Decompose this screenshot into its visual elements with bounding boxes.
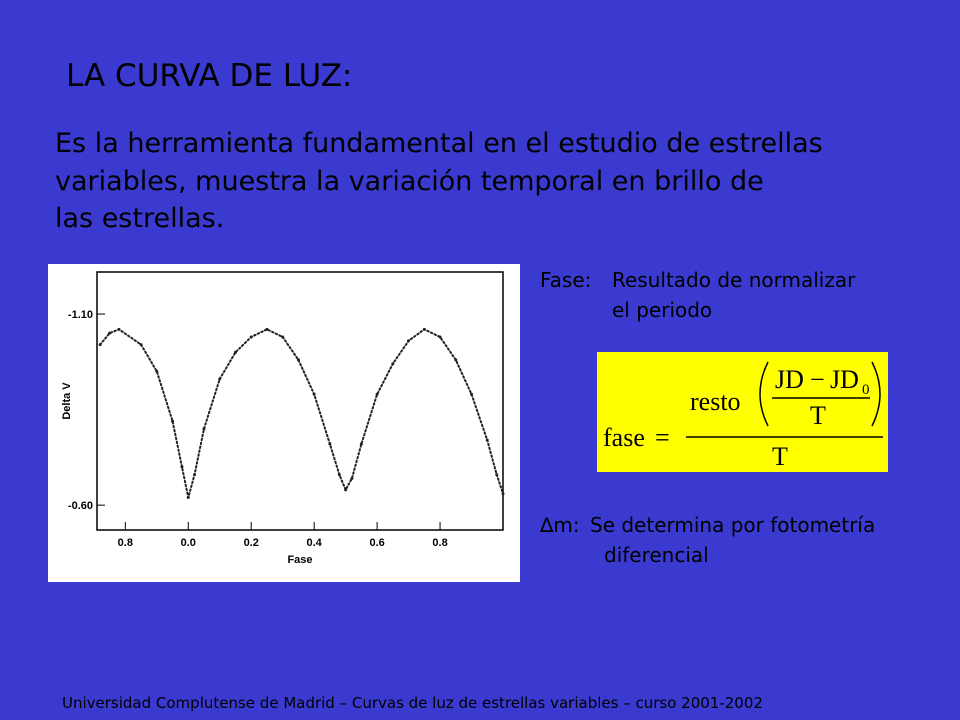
note-text: diferencial	[604, 543, 709, 567]
light-curve	[99, 328, 504, 498]
data-point	[422, 327, 426, 331]
x-tick-label: 0.0	[181, 537, 196, 549]
paragraph-line: las estrellas.	[55, 203, 224, 234]
paren	[759, 361, 769, 427]
data-point	[407, 339, 411, 343]
data-point	[350, 476, 354, 480]
data-point	[218, 377, 222, 381]
chart-background	[48, 264, 520, 582]
data-point	[312, 392, 316, 396]
paren	[871, 361, 881, 427]
plot-frame	[96, 271, 504, 531]
x-tick-label: 0.4	[307, 537, 323, 549]
data-point	[186, 496, 190, 500]
note-text: el periodo	[612, 298, 712, 322]
data-point	[495, 473, 499, 477]
data-point	[281, 335, 285, 339]
formula-text: T	[772, 442, 788, 471]
chart: 0.8 0.0 0.2 0.4 0.6 0.8 -1.10 -0.60 Fase Delta V	[61, 271, 505, 566]
formula-text: T	[810, 401, 826, 430]
x-tick-label: 0.8	[432, 537, 447, 549]
data-point	[180, 465, 184, 469]
data-point	[171, 419, 175, 423]
formula-box	[597, 352, 888, 472]
y-tick-label: -1.10	[68, 309, 93, 321]
x-axis-label: Fase	[287, 554, 312, 566]
data-point	[296, 358, 300, 362]
data-point	[485, 438, 489, 442]
formula-text: JD	[830, 365, 859, 394]
title: LA CURVA DE LUZ:	[66, 58, 352, 94]
x-tick-label: 0.2	[244, 537, 259, 549]
data-point	[391, 362, 395, 366]
data-point	[265, 327, 269, 331]
data-point	[438, 335, 442, 339]
formula-text: −	[810, 365, 825, 394]
data-point	[117, 327, 121, 331]
formula: fase = resto JD − JD 0 T T	[603, 361, 883, 471]
footer: Universidad Complutense de Madrid – Curv…	[62, 694, 763, 712]
data-point	[249, 335, 253, 339]
formula-text: resto	[690, 387, 741, 416]
formula-text: =	[655, 423, 670, 452]
note-label: Fase:	[540, 268, 591, 292]
data-point	[375, 392, 379, 396]
data-point	[328, 442, 332, 446]
paragraph-line: variables, muestra la variación temporal…	[55, 166, 764, 197]
note-text: Resultado de normalizar	[612, 268, 856, 292]
data-point	[359, 442, 363, 446]
data-point	[454, 358, 458, 362]
data-point	[233, 350, 237, 354]
formula-text: 0	[862, 382, 870, 398]
note-text: Se determina por fotometría	[590, 513, 875, 537]
data-point	[470, 392, 474, 396]
data-point	[501, 492, 505, 496]
x-tick-label: 0.6	[369, 537, 384, 549]
formula-text: fase	[603, 423, 645, 452]
data-point	[139, 343, 143, 347]
data-point	[337, 473, 341, 477]
note-label: ∆m:	[539, 513, 580, 537]
formula-text: JD	[775, 365, 804, 394]
data-point	[193, 473, 197, 477]
y-axis-label: Delta V	[61, 382, 73, 420]
x-tick-label: 0.8	[118, 537, 133, 549]
data-point	[98, 343, 102, 347]
data-point	[155, 369, 159, 373]
y-tick-label: -0.60	[68, 500, 93, 512]
data-point	[202, 427, 206, 431]
data-point	[108, 331, 112, 335]
paragraph-line: Es la herramienta fundamental en el estu…	[55, 128, 823, 159]
data-point	[344, 488, 348, 492]
